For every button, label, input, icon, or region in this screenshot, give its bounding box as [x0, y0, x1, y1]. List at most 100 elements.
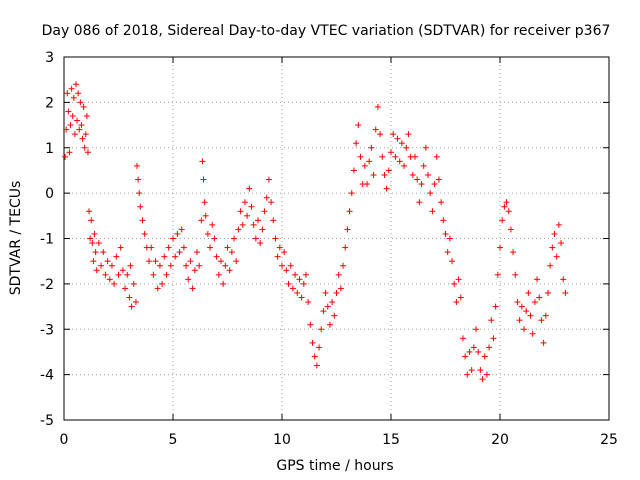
data-point — [204, 230, 211, 237]
data-point — [106, 276, 113, 283]
data-point — [135, 176, 142, 183]
data-point — [104, 258, 111, 265]
data-point — [82, 131, 89, 138]
y-tick-label: -1 — [40, 232, 54, 248]
data-point — [486, 344, 493, 351]
data-point — [261, 208, 268, 215]
data-point — [252, 235, 259, 242]
data-point — [111, 280, 118, 287]
y-tick-label: 2 — [45, 95, 54, 111]
data-point — [113, 253, 120, 260]
data-point — [272, 235, 279, 242]
data-point — [65, 108, 72, 115]
data-point — [115, 271, 122, 278]
data-point — [141, 230, 148, 237]
x-tick-label: 5 — [169, 432, 178, 448]
data-point — [547, 262, 554, 269]
data-point — [449, 258, 456, 265]
data-point — [117, 244, 124, 251]
data-point — [207, 244, 214, 251]
data-point — [154, 285, 161, 292]
data-point — [159, 280, 166, 287]
data-point — [331, 312, 338, 319]
data-point — [268, 199, 275, 206]
data-point — [246, 185, 253, 192]
data-point — [174, 230, 181, 237]
data-point — [390, 131, 397, 138]
data-point — [444, 249, 451, 256]
data-point — [191, 267, 198, 274]
data-point — [183, 262, 190, 269]
data-point — [364, 181, 371, 188]
data-point — [534, 276, 541, 283]
data-point — [438, 199, 445, 206]
data-point — [189, 285, 196, 292]
data-point — [305, 299, 312, 306]
data-point — [322, 289, 329, 296]
data-point — [241, 199, 248, 206]
data-point — [302, 271, 309, 278]
data-point — [185, 276, 192, 283]
data-point — [235, 226, 242, 233]
data-point — [538, 317, 545, 324]
data-point — [490, 335, 497, 342]
data-point — [355, 122, 362, 129]
data-point — [213, 253, 220, 260]
data-point — [313, 362, 320, 369]
data-point — [170, 235, 176, 242]
data-point — [199, 158, 206, 165]
data-point — [446, 235, 453, 242]
data-point — [333, 289, 340, 296]
data-point — [237, 208, 244, 215]
data-point — [283, 267, 290, 274]
data-point — [279, 262, 285, 269]
data-point — [560, 276, 567, 283]
x-tick-label: 20 — [491, 432, 509, 448]
data-point — [401, 162, 408, 169]
data-point — [263, 194, 270, 201]
data-point — [494, 271, 501, 278]
data-point — [381, 171, 388, 178]
data-point — [326, 321, 333, 328]
data-point — [453, 299, 460, 306]
data-point — [274, 253, 281, 260]
data-point — [292, 271, 299, 278]
data-point — [224, 244, 231, 251]
data-point — [483, 371, 490, 378]
data-point — [527, 312, 534, 319]
x-tick-label: 0 — [60, 432, 69, 448]
data-point — [244, 212, 251, 219]
data-point — [178, 226, 185, 233]
y-tick-label: 0 — [45, 186, 54, 202]
data-point — [551, 230, 558, 237]
data-point — [429, 208, 436, 215]
data-point — [248, 203, 255, 210]
data-point — [80, 103, 87, 110]
x-tick-label: 25 — [600, 432, 618, 448]
data-point — [165, 244, 172, 251]
data-point — [215, 271, 222, 278]
y-tick-label: 1 — [45, 141, 54, 157]
data-point — [89, 240, 96, 247]
data-point — [416, 199, 423, 206]
data-point — [128, 303, 135, 310]
data-point — [492, 303, 499, 310]
data-point — [70, 94, 77, 101]
data-point — [255, 217, 262, 224]
data-point — [320, 308, 327, 315]
data-point — [71, 131, 78, 138]
data-point — [503, 199, 510, 206]
data-point — [518, 303, 525, 310]
data-point — [167, 262, 174, 269]
data-point — [540, 339, 547, 346]
data-point — [442, 230, 449, 237]
data-point — [86, 208, 93, 215]
data-point — [152, 258, 159, 265]
data-point — [558, 240, 565, 247]
data-point — [294, 289, 301, 296]
data-point — [226, 267, 233, 274]
data-point — [68, 85, 75, 92]
data-point — [451, 280, 458, 287]
